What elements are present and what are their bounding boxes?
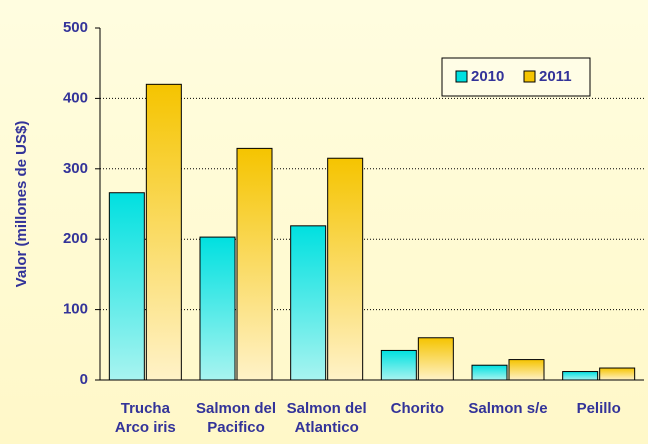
y-tick-label: 400 [63, 89, 88, 106]
bar [380, 349, 417, 381]
y-tick-label: 100 [63, 301, 88, 318]
bar [562, 371, 599, 381]
bar [199, 236, 236, 381]
bar [417, 337, 454, 381]
x-tick-label: Arco iris [115, 419, 176, 436]
bar [108, 192, 145, 381]
y-tick-label: 200 [63, 230, 88, 247]
bar [290, 225, 327, 381]
legend-box [441, 57, 591, 97]
x-tick-label: Salmon s/e [468, 400, 547, 417]
bar [236, 147, 273, 381]
x-tick-label: Chorito [391, 400, 444, 417]
x-tick-label: Salmon del [196, 400, 276, 417]
legend-swatch [455, 70, 468, 83]
x-tick-label: Atlantico [295, 419, 359, 436]
bar [471, 364, 508, 381]
y-axis-label: Valor (millones de US$) [13, 121, 30, 288]
y-tick-label: 0 [80, 371, 88, 388]
legend-swatch [523, 70, 536, 83]
x-tick-label: Trucha [121, 400, 171, 417]
legend-label: 2011 [539, 68, 572, 85]
bar [145, 83, 182, 381]
y-tick-label: 300 [63, 160, 88, 177]
legend-label: 2010 [471, 68, 504, 85]
x-tick-label: Salmon del [287, 400, 367, 417]
bar [327, 157, 364, 381]
x-tick-label: Pelillo [577, 400, 621, 417]
bar [599, 367, 636, 381]
bar [508, 359, 545, 381]
x-tick-label: Pacifico [207, 419, 265, 436]
y-tick-label: 500 [63, 19, 88, 36]
